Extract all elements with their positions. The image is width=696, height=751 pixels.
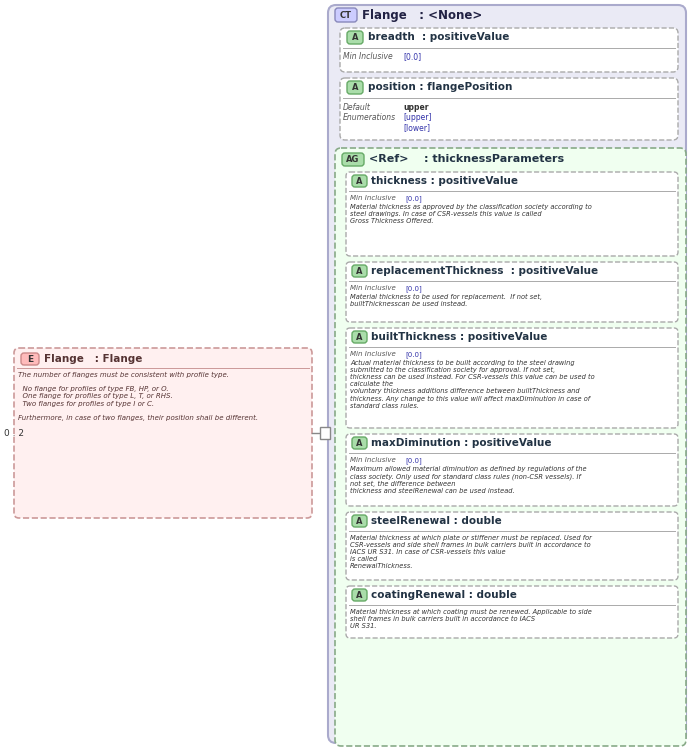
- Text: [0.0]: [0.0]: [405, 285, 422, 291]
- FancyBboxPatch shape: [346, 512, 678, 580]
- FancyBboxPatch shape: [335, 8, 357, 22]
- Text: CT: CT: [340, 11, 352, 20]
- FancyBboxPatch shape: [346, 434, 678, 506]
- FancyBboxPatch shape: [328, 5, 686, 743]
- Text: A: A: [351, 33, 358, 42]
- Text: Enumerations: Enumerations: [343, 113, 396, 122]
- Text: Maximum allowed material diminution as defined by regulations of the
class socie: Maximum allowed material diminution as d…: [350, 466, 587, 494]
- Bar: [320, 427, 330, 439]
- Text: maxDiminution : positiveValue: maxDiminution : positiveValue: [371, 438, 551, 448]
- Text: Flange   : <None>: Flange : <None>: [362, 8, 482, 22]
- FancyBboxPatch shape: [340, 28, 678, 72]
- Text: Min Inclusive: Min Inclusive: [350, 351, 396, 357]
- Text: Actual material thickness to be built according to the steel drawing
submitted t: Actual material thickness to be built ac…: [350, 360, 594, 409]
- Text: The number of flanges must be consistent with profile type.

  No flange for pro: The number of flanges must be consistent…: [18, 372, 258, 421]
- FancyBboxPatch shape: [347, 81, 363, 94]
- FancyBboxPatch shape: [352, 589, 367, 601]
- FancyBboxPatch shape: [14, 348, 312, 518]
- FancyBboxPatch shape: [352, 437, 367, 449]
- Text: E: E: [27, 354, 33, 363]
- FancyBboxPatch shape: [346, 586, 678, 638]
- FancyBboxPatch shape: [347, 31, 363, 44]
- FancyBboxPatch shape: [21, 353, 39, 365]
- Text: A: A: [356, 517, 363, 526]
- Text: <Ref>    : thicknessParameters: <Ref> : thicknessParameters: [369, 154, 564, 164]
- FancyBboxPatch shape: [335, 148, 686, 746]
- Text: Material thickness at which plate or stiffener must be replaced. Used for
CSR-ve: Material thickness at which plate or sti…: [350, 535, 592, 569]
- FancyBboxPatch shape: [340, 78, 678, 140]
- Text: Min Inclusive: Min Inclusive: [350, 195, 396, 201]
- Text: A: A: [356, 333, 363, 342]
- Text: upper: upper: [403, 103, 429, 112]
- Text: steelRenewal : double: steelRenewal : double: [371, 516, 502, 526]
- Text: [0.0]: [0.0]: [405, 457, 422, 464]
- Text: replacementThickness  : positiveValue: replacementThickness : positiveValue: [371, 266, 598, 276]
- FancyBboxPatch shape: [352, 515, 367, 527]
- FancyBboxPatch shape: [342, 153, 364, 166]
- FancyBboxPatch shape: [352, 331, 367, 343]
- Text: Min Inclusive: Min Inclusive: [343, 52, 393, 61]
- Text: coatingRenewal : double: coatingRenewal : double: [371, 590, 517, 600]
- Text: position : flangePosition: position : flangePosition: [368, 82, 512, 92]
- FancyBboxPatch shape: [346, 262, 678, 322]
- Text: A: A: [356, 590, 363, 599]
- Text: AG: AG: [347, 155, 360, 164]
- FancyBboxPatch shape: [352, 175, 367, 187]
- Text: [0.0]: [0.0]: [405, 351, 422, 357]
- Text: 0 . 2: 0 . 2: [4, 429, 24, 438]
- Text: A: A: [356, 439, 363, 448]
- Text: [0.0]: [0.0]: [403, 52, 421, 61]
- Text: builtThickness : positiveValue: builtThickness : positiveValue: [371, 332, 547, 342]
- FancyBboxPatch shape: [346, 172, 678, 256]
- FancyBboxPatch shape: [352, 265, 367, 277]
- Text: [0.0]: [0.0]: [405, 195, 422, 202]
- Text: Flange   : Flange: Flange : Flange: [44, 354, 143, 364]
- Text: A: A: [356, 267, 363, 276]
- Text: Material thickness to be used for replacement.  If not set,
builtThicknesscan be: Material thickness to be used for replac…: [350, 294, 542, 307]
- Text: [lower]: [lower]: [403, 123, 430, 132]
- Text: Min Inclusive: Min Inclusive: [350, 457, 396, 463]
- Text: breadth  : positiveValue: breadth : positiveValue: [368, 32, 509, 42]
- Text: A: A: [351, 83, 358, 92]
- Text: Min Inclusive: Min Inclusive: [350, 285, 396, 291]
- Text: Default: Default: [343, 103, 371, 112]
- Text: thickness : positiveValue: thickness : positiveValue: [371, 176, 518, 186]
- Text: Material thickness as approved by the classification society according to
steel : Material thickness as approved by the cl…: [350, 204, 592, 225]
- FancyBboxPatch shape: [346, 328, 678, 428]
- Text: A: A: [356, 176, 363, 185]
- Text: Material thickness at which coating must be renewed. Applicable to side
shell fr: Material thickness at which coating must…: [350, 609, 592, 629]
- Text: [upper]: [upper]: [403, 113, 432, 122]
